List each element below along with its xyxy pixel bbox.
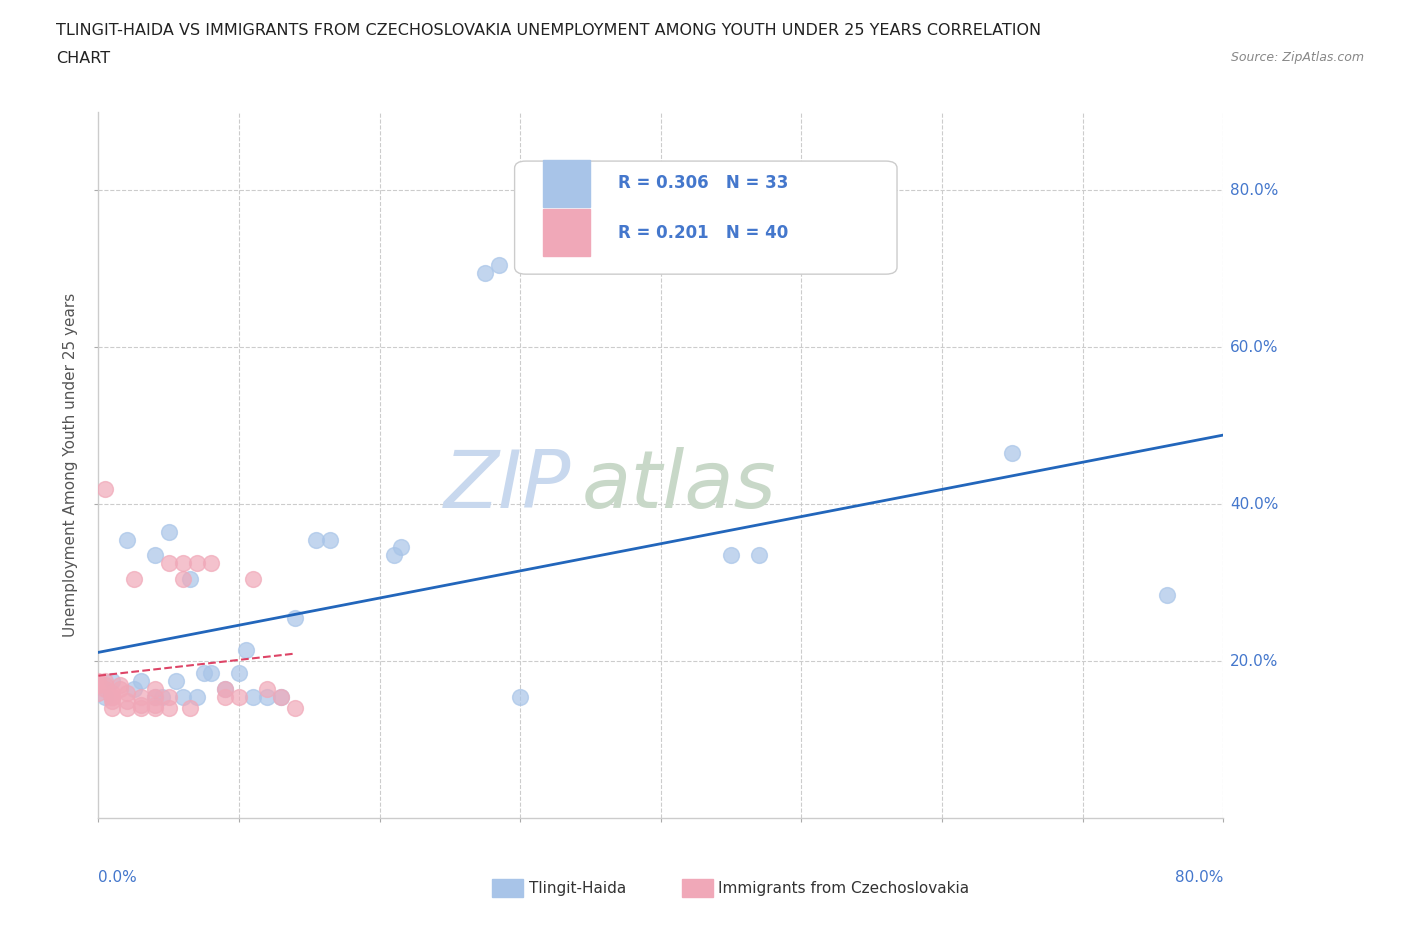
- Point: [1001, 445, 1024, 460]
- Text: 80.0%: 80.0%: [1175, 870, 1223, 884]
- Point: [242, 571, 264, 586]
- Point: [200, 666, 222, 681]
- Point: [143, 682, 166, 697]
- Point: [101, 693, 124, 708]
- Bar: [543, 209, 591, 257]
- Text: R = 0.201   N = 40: R = 0.201 N = 40: [619, 224, 789, 242]
- Point: [115, 701, 138, 716]
- Point: [101, 673, 124, 688]
- Point: [305, 532, 328, 547]
- Point: [284, 611, 307, 626]
- Text: 20.0%: 20.0%: [1230, 654, 1278, 669]
- Point: [94, 673, 117, 688]
- Point: [157, 689, 180, 704]
- Point: [509, 689, 531, 704]
- Point: [115, 693, 138, 708]
- Text: Immigrants from Czechoslovakia: Immigrants from Czechoslovakia: [718, 881, 970, 896]
- Text: Source: ZipAtlas.com: Source: ZipAtlas.com: [1230, 51, 1364, 64]
- Text: TLINGIT-HAIDA VS IMMIGRANTS FROM CZECHOSLOVAKIA UNEMPLOYMENT AMONG YOUTH UNDER 2: TLINGIT-HAIDA VS IMMIGRANTS FROM CZECHOS…: [56, 23, 1042, 38]
- Point: [382, 548, 405, 563]
- Point: [165, 673, 187, 688]
- Point: [228, 666, 250, 681]
- FancyBboxPatch shape: [515, 161, 897, 274]
- Point: [172, 556, 194, 571]
- Point: [720, 548, 742, 563]
- Text: 0.0%: 0.0%: [98, 870, 138, 884]
- Point: [1156, 587, 1178, 602]
- Point: [193, 666, 215, 681]
- Point: [389, 540, 412, 555]
- Point: [172, 571, 194, 586]
- Point: [235, 642, 257, 657]
- Point: [143, 689, 166, 704]
- Point: [214, 682, 236, 697]
- Point: [87, 677, 110, 692]
- Point: [94, 682, 117, 697]
- Point: [157, 525, 180, 539]
- Point: [157, 701, 180, 716]
- Point: [172, 689, 194, 704]
- Point: [157, 556, 180, 571]
- Point: [87, 685, 110, 700]
- Point: [186, 556, 208, 571]
- Text: 60.0%: 60.0%: [1230, 339, 1278, 354]
- Point: [101, 689, 124, 704]
- Point: [94, 677, 117, 692]
- Point: [115, 685, 138, 700]
- Text: CHART: CHART: [56, 51, 110, 66]
- Point: [150, 689, 173, 704]
- Point: [143, 698, 166, 712]
- Y-axis label: Unemployment Among Youth under 25 years: Unemployment Among Youth under 25 years: [63, 293, 79, 637]
- Point: [108, 677, 131, 692]
- Point: [214, 682, 236, 697]
- Point: [129, 701, 152, 716]
- Text: R = 0.306   N = 33: R = 0.306 N = 33: [619, 174, 789, 193]
- Point: [143, 701, 166, 716]
- Point: [122, 571, 145, 586]
- Point: [115, 532, 138, 547]
- Point: [284, 701, 307, 716]
- Point: [179, 571, 201, 586]
- Point: [129, 698, 152, 712]
- Point: [214, 689, 236, 704]
- Point: [179, 701, 201, 716]
- Point: [94, 689, 117, 704]
- Bar: [543, 160, 591, 207]
- Text: atlas: atlas: [582, 447, 778, 525]
- Point: [94, 481, 117, 496]
- Point: [129, 689, 152, 704]
- Point: [748, 548, 770, 563]
- Point: [474, 265, 496, 280]
- Point: [228, 689, 250, 704]
- Point: [143, 548, 166, 563]
- Point: [319, 532, 342, 547]
- Point: [143, 689, 166, 704]
- Point: [101, 701, 124, 716]
- Point: [270, 689, 292, 704]
- Text: ZIP: ZIP: [443, 447, 571, 525]
- Point: [101, 689, 124, 704]
- Point: [122, 682, 145, 697]
- Point: [256, 689, 278, 704]
- Point: [270, 689, 292, 704]
- Point: [200, 556, 222, 571]
- Point: [101, 685, 124, 700]
- Point: [108, 682, 131, 697]
- Point: [186, 689, 208, 704]
- Point: [87, 673, 110, 688]
- Point: [242, 689, 264, 704]
- Point: [488, 258, 510, 272]
- Point: [129, 673, 152, 688]
- Text: 80.0%: 80.0%: [1230, 182, 1278, 198]
- Text: Tlingit-Haida: Tlingit-Haida: [529, 881, 626, 896]
- Point: [256, 682, 278, 697]
- Text: 40.0%: 40.0%: [1230, 497, 1278, 512]
